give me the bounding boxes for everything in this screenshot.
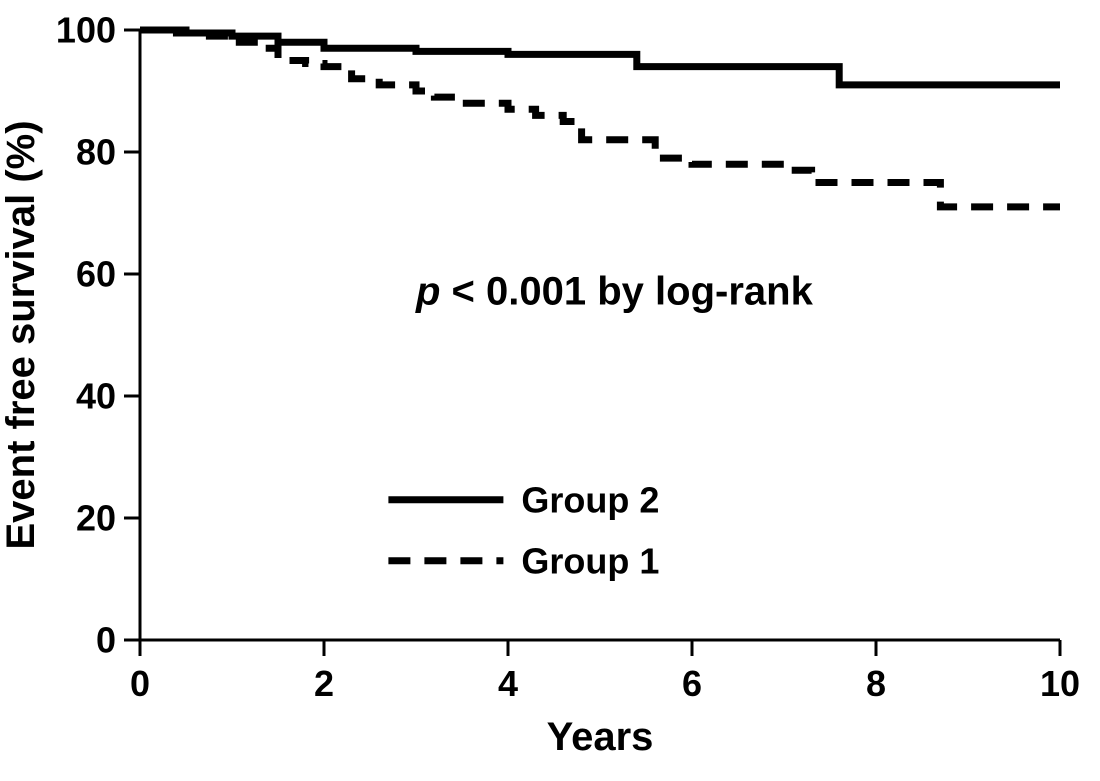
x-tick-label: 2 (314, 663, 334, 704)
y-tick-label: 100 (56, 10, 116, 51)
y-tick-label: 40 (76, 376, 116, 417)
x-axis-label: Years (547, 715, 654, 759)
x-tick-label: 0 (130, 663, 150, 704)
chart-svg: 0246810020406080100YearsEvent free survi… (0, 0, 1100, 781)
legend-label-group2: Group 2 (521, 479, 659, 520)
x-tick-label: 6 (682, 663, 702, 704)
survival-chart: 0246810020406080100YearsEvent free survi… (0, 0, 1100, 781)
p-value-annotation: p < 0.001 by log-rank (415, 270, 814, 314)
x-tick-label: 10 (1040, 663, 1080, 704)
y-tick-label: 60 (76, 254, 116, 295)
y-tick-label: 0 (96, 620, 116, 661)
y-tick-label: 80 (76, 132, 116, 173)
legend-label-group1: Group 1 (521, 540, 659, 581)
y-axis-label: Event free survival (%) (0, 120, 43, 549)
x-tick-label: 4 (498, 663, 518, 704)
x-tick-label: 8 (866, 663, 886, 704)
y-tick-label: 20 (76, 498, 116, 539)
